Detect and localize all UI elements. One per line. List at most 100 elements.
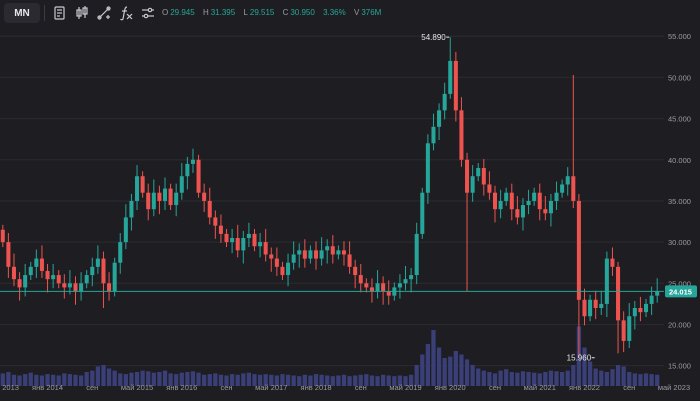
candle-up: [84, 275, 89, 284]
volume-bar: [341, 374, 347, 386]
volume-bar: [593, 368, 598, 386]
candle-up: [28, 266, 33, 276]
volume-bar: [146, 371, 151, 386]
volume-bar: [336, 375, 341, 386]
candle-up: [560, 184, 565, 193]
candle-up: [442, 93, 447, 111]
volume-bar: [464, 359, 470, 386]
candle-up: [420, 192, 425, 234]
candle-up: [565, 176, 570, 185]
candles-icon[interactable]: [72, 3, 92, 23]
volume-bar: [101, 365, 106, 386]
timeframe-button[interactable]: MN: [4, 3, 40, 23]
x-tick-label: май 2015: [121, 383, 153, 392]
y-tick-label: 35.000: [668, 197, 691, 206]
candlestick-chart[interactable]: 15.000 20.000 25.000 30.000 35.000 40.000 45.0…: [0, 26, 700, 401]
volume-bar: [565, 370, 570, 386]
settings-sliders-icon[interactable]: [138, 3, 158, 23]
volume-bar: [6, 372, 11, 386]
x-tick-label: сен: [355, 383, 367, 392]
volume-bar: [470, 365, 475, 386]
candle-down: [62, 283, 67, 288]
volume-bar: [67, 374, 73, 386]
candle-down: [465, 159, 470, 193]
volume-bar: [543, 372, 548, 386]
volume-bar: [78, 375, 84, 386]
candle-down: [386, 291, 391, 296]
candle-up: [246, 233, 251, 238]
candle-down: [213, 217, 218, 226]
candle-down: [274, 258, 279, 267]
ohlc-high-value: 31.395: [210, 8, 236, 17]
volume-bar: [515, 372, 520, 386]
candle-down: [196, 159, 201, 193]
candle-up: [476, 168, 481, 177]
x-tick-label: янв 2018: [301, 383, 332, 392]
candle-up: [526, 200, 531, 206]
candle-down: [341, 250, 346, 255]
candle-up: [23, 275, 28, 288]
x-tick-label: май 2019: [389, 383, 421, 392]
candle-down: [224, 233, 229, 243]
candle-up: [604, 258, 609, 304]
x-tick-label: сен: [623, 383, 635, 392]
candle-up: [375, 283, 380, 292]
volume-bar: [537, 373, 542, 386]
volume-bar: [403, 376, 408, 386]
volume-bar: [548, 370, 554, 386]
candle-down: [381, 283, 386, 292]
volume-bar: [604, 372, 609, 386]
volume-bar: [218, 374, 224, 386]
volume-bar: [241, 373, 246, 386]
draw-icon[interactable]: [94, 3, 114, 23]
candle-down: [364, 283, 369, 288]
x-tick-label: май 2021: [524, 383, 556, 392]
candle-up: [319, 250, 324, 259]
ohlc-open-key: O: [162, 8, 169, 17]
candle-up: [286, 262, 291, 276]
volume-bar: [615, 365, 621, 386]
candle-up: [504, 192, 509, 201]
x-tick-label: сен: [489, 383, 501, 392]
volume-bar: [51, 374, 56, 386]
volume-bar: [62, 373, 67, 386]
candle-down: [0, 229, 5, 243]
chart-toolbar: MN O 29.945 H 31.395 L 29.515 C 30.950 3.36%…: [0, 0, 700, 26]
volume-bar: [112, 370, 117, 386]
volume-bar: [459, 354, 464, 386]
function-icon[interactable]: [116, 3, 136, 23]
candle-down: [207, 200, 212, 218]
volume-bar: [571, 365, 576, 386]
notes-icon[interactable]: [50, 3, 70, 23]
volume-bar: [559, 372, 565, 386]
volume-bar: [526, 372, 531, 386]
volume-bar: [649, 374, 654, 386]
volume-bar: [90, 370, 95, 386]
volume-bar: [269, 374, 274, 386]
toolbar-divider: [44, 5, 45, 21]
candle-up: [34, 258, 39, 267]
volume-bar: [17, 375, 22, 386]
volume-bar: [235, 374, 240, 386]
volume-bar: [364, 374, 369, 386]
volume-bar: [582, 347, 587, 386]
volume-bar: [106, 368, 112, 386]
volume-bar: [381, 374, 386, 386]
candle-down: [168, 188, 173, 206]
volume-bar: [196, 372, 201, 386]
candle-down: [453, 60, 458, 111]
volume-bar: [627, 372, 632, 386]
volume-bar: [655, 374, 660, 386]
ohlc-volume-key: V: [353, 8, 360, 17]
volume-bar: [84, 372, 89, 386]
y-tick-label: 45.000: [668, 115, 691, 124]
candle-up: [241, 238, 246, 251]
volume-bar: [95, 366, 101, 386]
volume-bar: [532, 372, 537, 386]
candle-up: [532, 192, 537, 201]
x-tick-label: май 2017: [255, 383, 287, 392]
candle-down: [509, 192, 514, 210]
ohlc-high-key: H: [202, 8, 209, 17]
candle-up: [409, 275, 414, 280]
